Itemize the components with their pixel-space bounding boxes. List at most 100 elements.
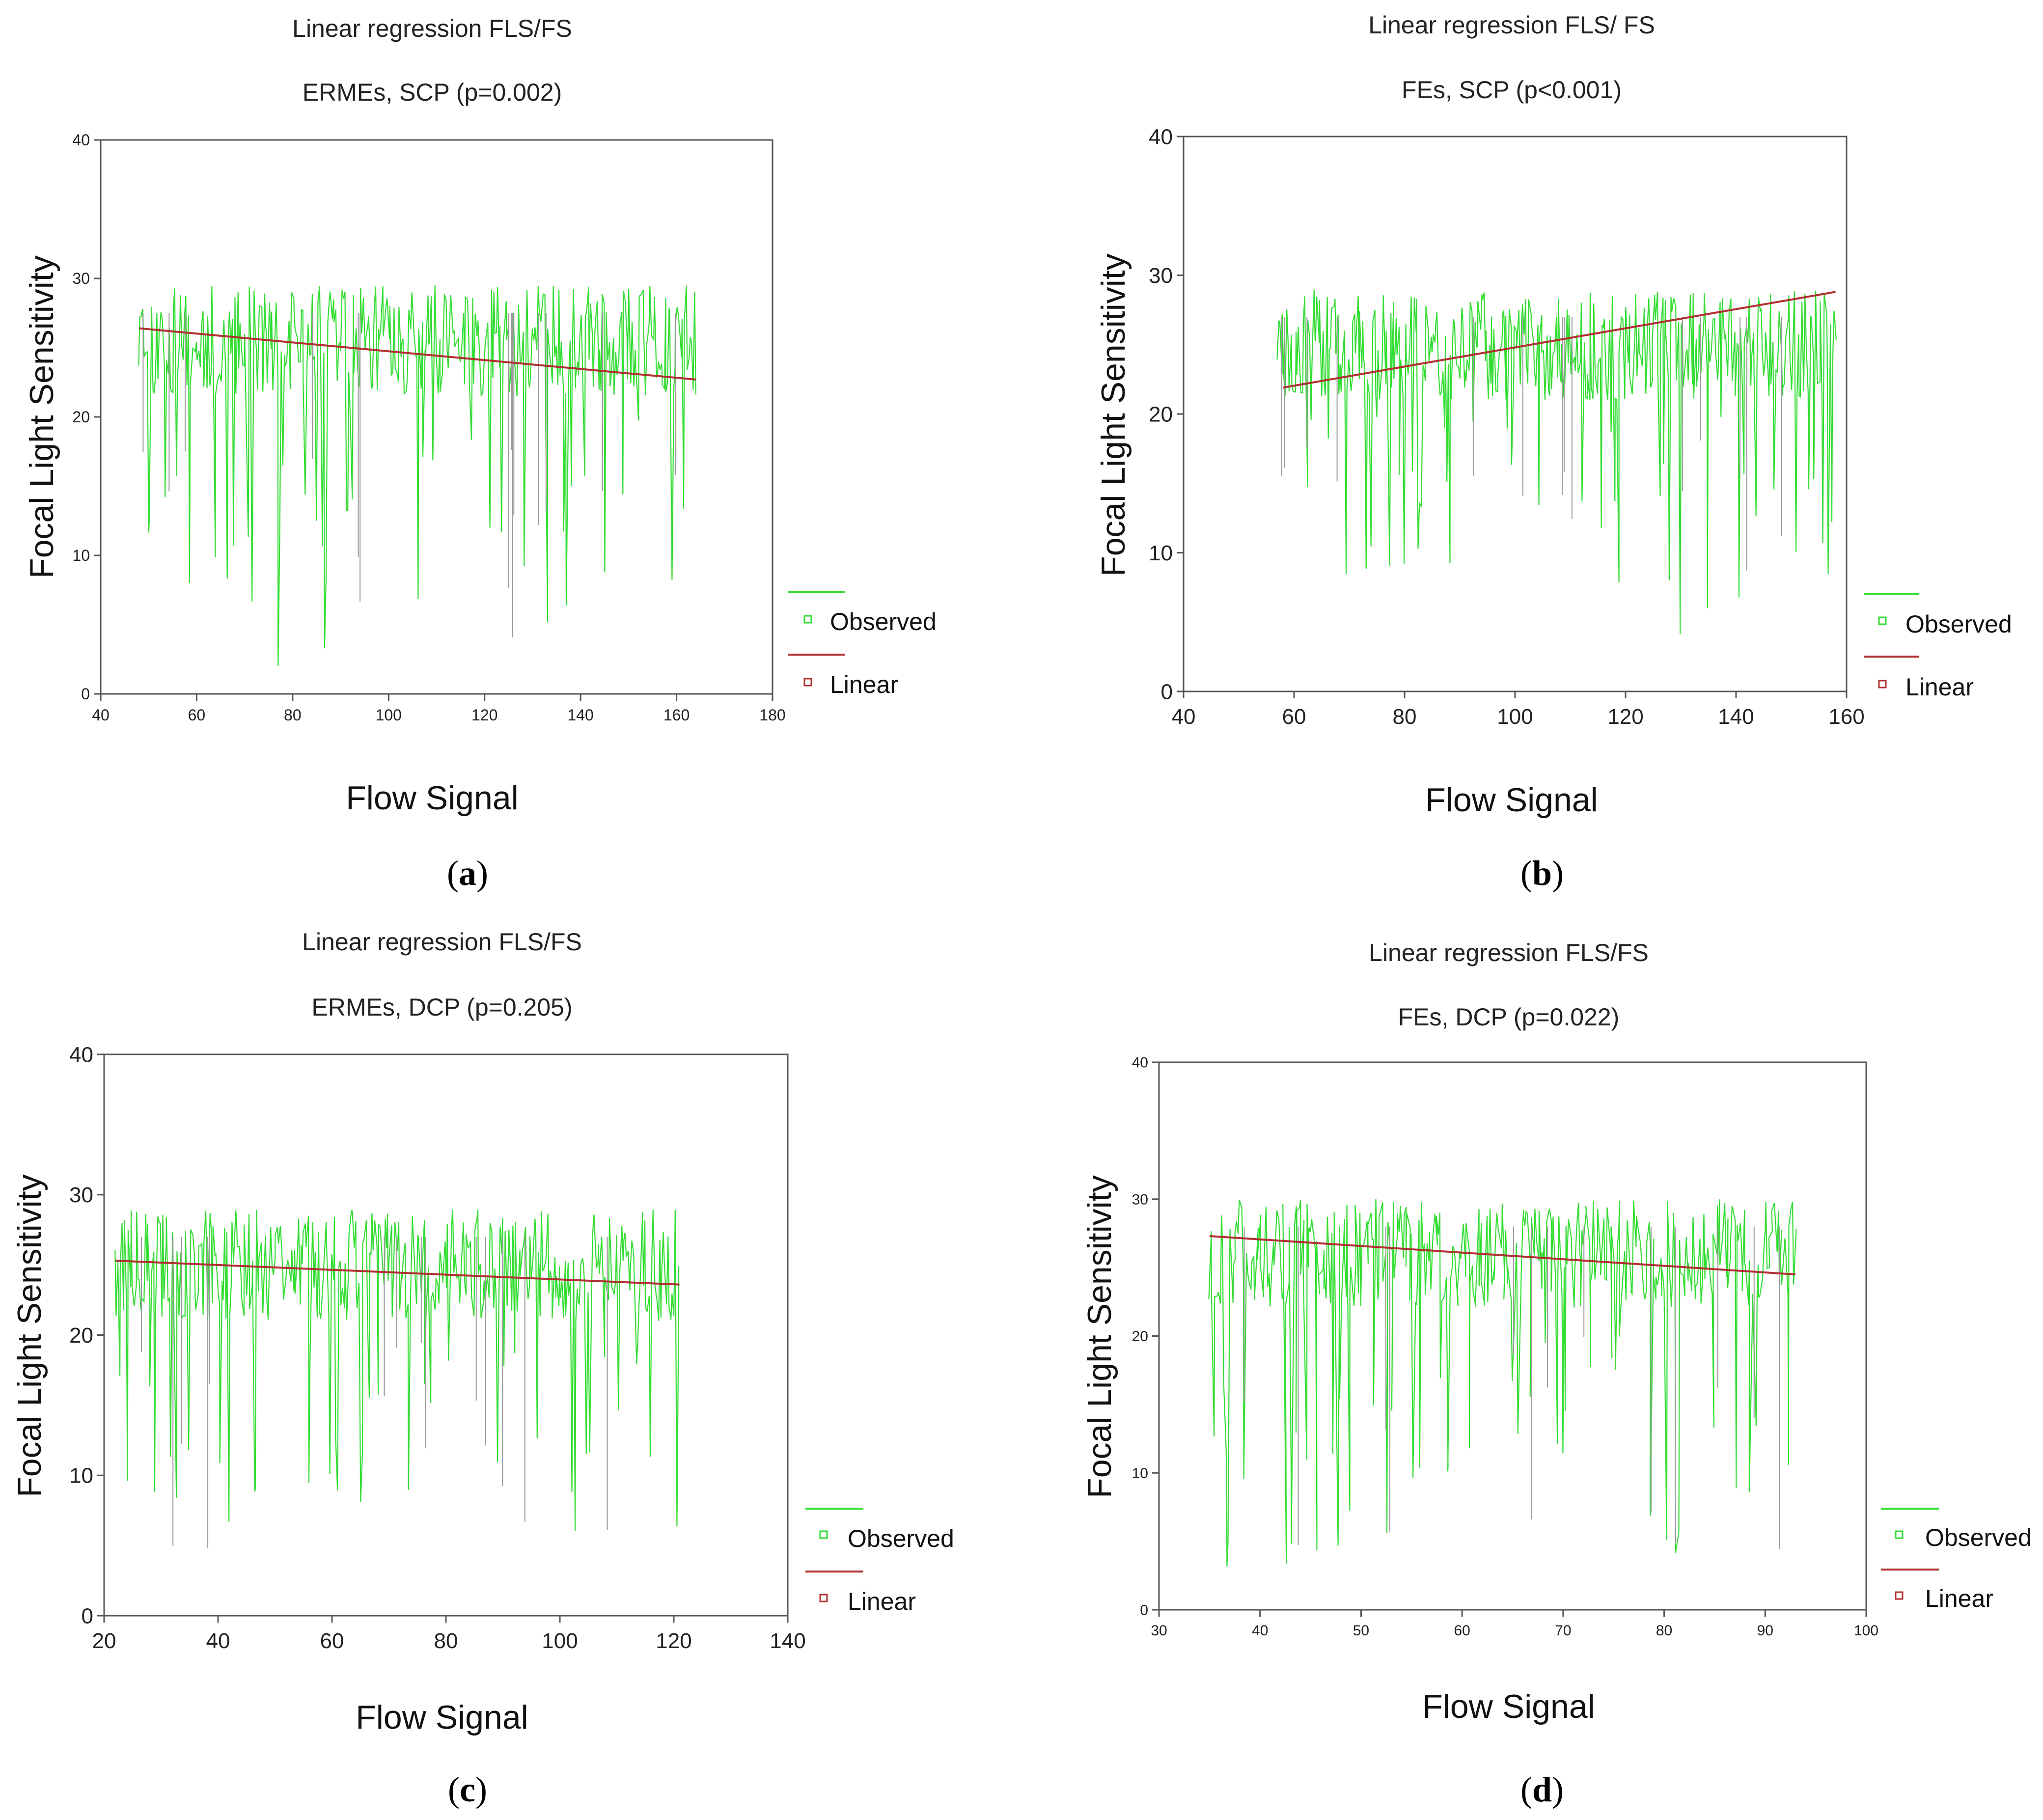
chart-c-xtick-label: 40 [206,1629,230,1653]
chart-c-xtick-label: 140 [770,1629,805,1653]
panel-label-a: (a) [447,854,488,893]
chart-b-legend-observed-marker [1878,616,1887,625]
chart-d-xtick-label: 100 [1854,1623,1878,1639]
chart-a-legend-linear-marker [803,678,812,687]
chart-b-ytick-label: 20 [1149,402,1173,426]
chart-a-legend-linear-label: Linear [830,671,898,698]
chart-a-ytick-label: 10 [72,547,90,564]
panel-label-a-letter: a [459,854,476,893]
chart-b-plot-frame [1183,136,1848,692]
chart-c-legend: Observed Linear [805,1508,954,1615]
chart-a-xtick-label: 140 [567,706,593,724]
chart-d-xtick-label: 30 [1151,1623,1167,1639]
panel-label-c: (c) [448,1770,487,1809]
chart-b-ytick-label: 40 [1149,125,1173,149]
chart-d-x-ticks: 30 40 50 60 70 80 90 100 [1151,1610,1878,1639]
chart-b-xtick-label: 40 [1172,705,1196,729]
chart-c-observed-series [114,1209,680,1548]
chart-d-legend: Observed Linear [1881,1508,2032,1612]
chart-d-xtick-label: 90 [1757,1623,1773,1639]
chart-d-xtick-label: 60 [1454,1623,1470,1639]
chart-b-legend-observed-label: Observed [1905,610,2012,638]
chart-c-title: Linear regression FLS/FS [302,928,582,956]
chart-a-linear-line [138,327,696,381]
chart-d-legend-linear-marker [1895,1591,1904,1600]
chart-b-xtick-label: 100 [1497,705,1533,729]
chart-b-linear-line [1283,291,1836,389]
chart-c-xtick-label: 60 [320,1629,344,1653]
chart-b-y-ticks: 0 10 20 30 40 [1149,125,1184,704]
chart-d-legend-observed-label: Observed [1925,1524,2032,1551]
panel-label-d: (d) [1520,1770,1564,1809]
chart-b-legend-linear-label: Linear [1905,673,1974,701]
chart-c-ytick-label: 10 [69,1464,93,1488]
chart-d-legend-observed-marker [1895,1530,1904,1539]
chart-d-ylabel: Focal Light Sensitivity [1081,1175,1118,1498]
chart-c-plot-frame [103,1053,789,1617]
chart-a-title: Linear regression FLS/FS [292,15,572,42]
chart-c-ytick-label: 40 [69,1043,93,1067]
chart-c-ylabel: Focal Light Sensitivity [11,1174,48,1497]
chart-b-observed-series [1276,289,1837,634]
chart-a-ytick-label: 0 [81,685,90,703]
chart-d-ytick-label: 40 [1132,1055,1148,1071]
chart-d-linear-line [1209,1235,1796,1276]
chart-a-legend: Observed Linear [788,591,937,698]
chart-c-xtick-label: 20 [92,1629,116,1653]
chart-a-xtick-label: 120 [471,706,497,724]
chart-a-xtick-label: 180 [759,706,785,724]
chart-b-xtick-label: 80 [1393,705,1417,729]
chart-c-legend-linear-label: Linear [848,1588,916,1615]
chart-b-ytick-label: 30 [1149,264,1173,288]
chart-a-legend-observed-marker [803,615,812,624]
chart-d-y-ticks: 0 10 20 30 40 [1132,1055,1159,1619]
chart-c-ytick-label: 30 [69,1183,93,1207]
chart-d-plot-frame [1158,1061,1867,1611]
chart-b-ylabel: Focal Light Sensitivity [1095,253,1132,577]
chart-c-subtitle: ERMEs, DCP (p=0.205) [311,993,572,1021]
chart-b-xtick-label: 120 [1607,705,1643,729]
chart-d-ytick-label: 20 [1132,1328,1148,1345]
chart-b-subtitle: FEs, SCP (p<0.001) [1402,76,1622,104]
chart-a-xtick-label: 40 [92,706,110,724]
chart-c-xtick-label: 100 [542,1629,578,1653]
chart-a-ytick-label: 20 [72,408,90,426]
chart-a-xtick-label: 60 [188,706,206,724]
chart-d: Linear regression FLS/FS FEs, DCP (p=0.0… [1081,939,2032,1809]
chart-d-ytick-label: 30 [1132,1191,1148,1208]
panel-label-c-letter: c [460,1770,475,1809]
chart-d-observed-line [1208,1199,1797,1567]
chart-a-observed-line [138,285,696,666]
panel-label-b-letter: b [1532,854,1552,893]
chart-d-subtitle: FEs, DCP (p=0.022) [1398,1003,1620,1031]
chart-b: Linear regression FLS/ FS FEs, SCP (p<0.… [1095,11,2012,893]
chart-d-legend-linear-label: Linear [1925,1585,1993,1612]
chart-b-xtick-label: 140 [1718,705,1754,729]
chart-c-linear-line [115,1260,680,1286]
chart-a-legend-observed-label: Observed [830,608,937,635]
chart-b-observed-line [1276,289,1837,634]
chart-c-ytick-label: 20 [69,1324,93,1348]
chart-b-xtick-label: 160 [1828,705,1864,729]
chart-c-legend-observed-marker [819,1530,828,1539]
chart-d-xtick-label: 70 [1555,1623,1571,1639]
chart-b-xlabel: Flow Signal [1425,781,1598,819]
chart-a-observed-series [138,285,696,666]
chart-c-y-ticks: 0 10 20 30 40 [69,1043,104,1628]
chart-b-ytick-label: 0 [1161,680,1173,704]
chart-c-ytick-label: 0 [82,1604,93,1628]
chart-a-xtick-label: 100 [376,706,402,724]
chart-a-ytick-label: 40 [72,131,90,149]
chart-b-title: Linear regression FLS/ FS [1368,11,1655,39]
chart-d-xtick-label: 40 [1252,1623,1268,1639]
chart-c: Linear regression FLS/FS ERMEs, DCP (p=0… [11,928,954,1809]
panel-label-b: (b) [1520,854,1564,893]
chart-d-xtick-label: 50 [1353,1623,1369,1639]
chart-a-xtick-label: 80 [284,706,302,724]
chart-c-xtick-label: 80 [434,1629,458,1653]
chart-d-ytick-label: 10 [1132,1465,1148,1482]
chart-d-xtick-label: 80 [1656,1623,1672,1639]
chart-c-xtick-label: 120 [656,1629,691,1653]
chart-d-ytick-label: 0 [1140,1602,1148,1619]
